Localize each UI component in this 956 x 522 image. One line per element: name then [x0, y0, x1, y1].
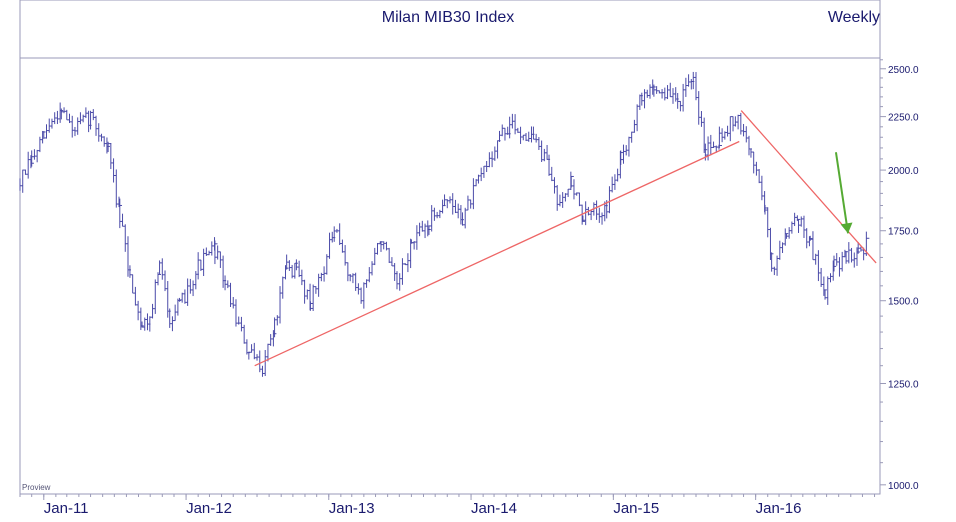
- y-tick-label: 2000.0: [888, 166, 919, 177]
- y-tick-label: 1500.0: [888, 297, 919, 308]
- y-tick-label: 1750.0: [888, 227, 919, 238]
- x-tick-label: Jan-12: [186, 500, 232, 517]
- x-tick-label: Jan-11: [44, 500, 89, 517]
- arrow-head: [840, 222, 853, 234]
- y-tick-label: 1250.0: [888, 380, 919, 391]
- chart-title: Milan MIB30 Index: [382, 9, 515, 26]
- y-axis: 1000.0 1250.0 1500.0 1750.0 2000.0 2250.0 2500…: [879, 58, 919, 494]
- x-tick-label: Jan-16: [756, 500, 802, 517]
- annotations: [834, 152, 853, 234]
- arrow-annotation: [834, 152, 853, 234]
- y-tick-label: 2500.0: [888, 65, 919, 76]
- y-tick-label: 2250.0: [888, 113, 919, 124]
- x-tick-label: Jan-14: [471, 500, 517, 517]
- frequency-label: Weekly: [828, 9, 880, 26]
- x-tick-label: Jan-13: [329, 500, 375, 517]
- header-bar: Milan MIB30 Index Weekly: [19, 0, 881, 59]
- watermark-text: Proview: [22, 483, 51, 492]
- trendline: [254, 140, 740, 367]
- price-series: [19, 71, 870, 377]
- arrow-shaft: [834, 152, 850, 234]
- trendline: [740, 110, 877, 264]
- trendlines: [254, 110, 877, 367]
- x-tick-label: Jan-15: [613, 500, 659, 517]
- x-axis: Jan-11 Jan-12 Jan-13 Jan-14 Jan-15 Jan-16: [19, 494, 876, 517]
- y-tick-label: 1000.0: [888, 481, 919, 492]
- header-frame: [19, 0, 881, 59]
